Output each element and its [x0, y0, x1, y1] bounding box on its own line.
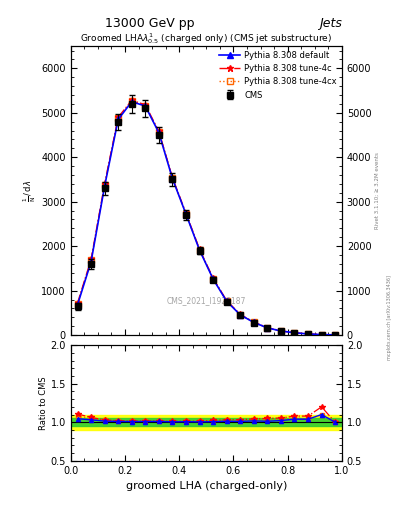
- Pythia 8.308 tune-4cx: [319, 332, 324, 338]
- Pythia 8.308 tune-4c: [184, 210, 188, 217]
- Pythia 8.308 tune-4c: [102, 181, 107, 187]
- Pythia 8.308 tune-4cx: [89, 258, 94, 264]
- Line: Pythia 8.308 tune-4c: Pythia 8.308 tune-4c: [74, 97, 339, 338]
- Pythia 8.308 tune-4c: [143, 102, 148, 108]
- Pythia 8.308 tune-4cx: [75, 301, 80, 307]
- Text: mcplots.cern.ch [arXiv:1306.3436]: mcplots.cern.ch [arXiv:1306.3436]: [387, 275, 392, 360]
- Text: Jets: Jets: [319, 16, 342, 30]
- Pythia 8.308 default: [89, 259, 94, 265]
- Pythia 8.308 tune-4c: [279, 328, 283, 334]
- Title: Groomed LHA$\lambda^{1}_{0.5}$ (charged only) (CMS jet substructure): Groomed LHA$\lambda^{1}_{0.5}$ (charged …: [80, 31, 332, 46]
- Pythia 8.308 tune-4cx: [238, 312, 242, 318]
- Pythia 8.308 default: [170, 176, 175, 182]
- Pythia 8.308 default: [319, 332, 324, 338]
- Pythia 8.308 tune-4c: [265, 325, 270, 331]
- Pythia 8.308 tune-4c: [306, 331, 310, 337]
- Y-axis label: Ratio to CMS: Ratio to CMS: [39, 376, 48, 430]
- Pythia 8.308 tune-4c: [156, 129, 161, 135]
- Pythia 8.308 default: [306, 331, 310, 337]
- Pythia 8.308 tune-4cx: [252, 319, 256, 325]
- Pythia 8.308 tune-4c: [224, 297, 229, 304]
- Pythia 8.308 default: [211, 276, 215, 282]
- Pythia 8.308 tune-4c: [238, 311, 242, 317]
- Pythia 8.308 tune-4c: [252, 319, 256, 325]
- Pythia 8.308 tune-4cx: [197, 247, 202, 253]
- Pythia 8.308 tune-4cx: [279, 328, 283, 334]
- Pythia 8.308 tune-4cx: [116, 115, 121, 121]
- Legend: Pythia 8.308 default, Pythia 8.308 tune-4c, Pythia 8.308 tune-4cx, CMS: Pythia 8.308 default, Pythia 8.308 tune-…: [216, 48, 340, 103]
- Text: Rivet 3.1.10; ≥ 3.2M events: Rivet 3.1.10; ≥ 3.2M events: [375, 152, 380, 229]
- Pythia 8.308 tune-4cx: [129, 98, 134, 104]
- Pythia 8.308 tune-4cx: [156, 129, 161, 135]
- Pythia 8.308 default: [102, 183, 107, 189]
- Pythia 8.308 default: [265, 325, 270, 331]
- Pythia 8.308 default: [292, 330, 297, 336]
- Pythia 8.308 tune-4cx: [184, 210, 188, 217]
- Pythia 8.308 default: [238, 312, 242, 318]
- Pythia 8.308 tune-4c: [319, 331, 324, 337]
- Text: CMS_2021_I1920187: CMS_2021_I1920187: [167, 296, 246, 305]
- Pythia 8.308 tune-4cx: [211, 275, 215, 282]
- Line: Pythia 8.308 default: Pythia 8.308 default: [75, 99, 338, 337]
- Pythia 8.308 default: [333, 332, 338, 338]
- Pythia 8.308 tune-4cx: [306, 331, 310, 337]
- Pythia 8.308 default: [116, 116, 121, 122]
- Pythia 8.308 tune-4c: [333, 332, 338, 338]
- Text: 13000 GeV pp: 13000 GeV pp: [105, 16, 194, 30]
- Pythia 8.308 tune-4c: [170, 175, 175, 181]
- Y-axis label: $\frac{1}{\mathrm{N}}\,/\,\mathrm{d}\lambda$: $\frac{1}{\mathrm{N}}\,/\,\mathrm{d}\lam…: [22, 179, 39, 202]
- Pythia 8.308 default: [143, 103, 148, 109]
- Pythia 8.308 tune-4c: [292, 330, 297, 336]
- Pythia 8.308 default: [75, 302, 80, 308]
- Pythia 8.308 default: [279, 328, 283, 334]
- Pythia 8.308 tune-4cx: [102, 182, 107, 188]
- Pythia 8.308 tune-4c: [197, 246, 202, 252]
- Pythia 8.308 tune-4cx: [265, 325, 270, 331]
- Pythia 8.308 tune-4cx: [224, 298, 229, 304]
- Line: Pythia 8.308 tune-4cx: Pythia 8.308 tune-4cx: [75, 98, 338, 337]
- Pythia 8.308 tune-4c: [75, 300, 80, 306]
- Pythia 8.308 default: [129, 99, 134, 105]
- Pythia 8.308 tune-4c: [89, 257, 94, 263]
- Pythia 8.308 default: [197, 247, 202, 253]
- Pythia 8.308 tune-4cx: [170, 175, 175, 181]
- Pythia 8.308 default: [156, 130, 161, 136]
- Pythia 8.308 default: [184, 211, 188, 217]
- X-axis label: groomed LHA (charged-only): groomed LHA (charged-only): [126, 481, 287, 491]
- Pythia 8.308 default: [224, 298, 229, 304]
- Pythia 8.308 tune-4cx: [143, 102, 148, 109]
- Pythia 8.308 tune-4cx: [292, 330, 297, 336]
- Pythia 8.308 tune-4c: [211, 275, 215, 281]
- Pythia 8.308 tune-4c: [129, 97, 134, 103]
- Pythia 8.308 tune-4c: [116, 114, 121, 120]
- Pythia 8.308 default: [252, 319, 256, 326]
- Pythia 8.308 tune-4cx: [333, 332, 338, 338]
